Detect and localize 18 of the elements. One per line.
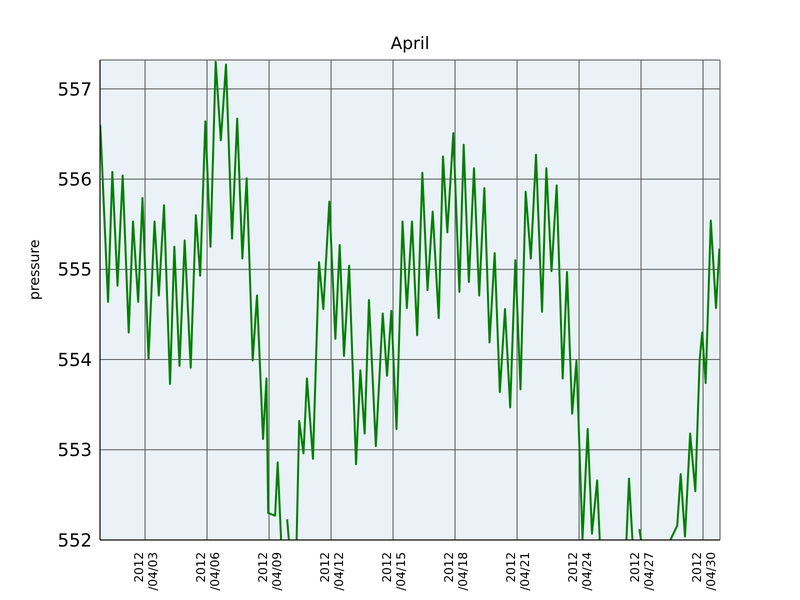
y-tick-label: 555: [58, 260, 92, 281]
y-tick-label: 556: [58, 169, 92, 190]
chart-title: April: [390, 34, 430, 54]
x-tick-label: 2012 /04/06: [194, 552, 222, 591]
y-tick-label: 552: [58, 530, 92, 552]
x-tick-label: 2012 /04/30: [690, 552, 718, 591]
x-tick-label: 2012 /04/18: [442, 552, 470, 591]
x-tick-label: 2012 /04/15: [380, 552, 408, 591]
x-tick-label: 2012 /04/03: [132, 552, 160, 591]
y-tick-label: 553: [58, 440, 92, 462]
x-tick-label: 2012 /04/27: [628, 552, 656, 591]
x-tick-label: 2012 /04/21: [504, 552, 532, 591]
y-tick-label: 554: [58, 350, 92, 371]
x-tick-label: 2012 /04/12: [318, 552, 346, 591]
y-tick-label: 557: [58, 79, 92, 100]
y-axis-title: pressure: [26, 240, 43, 300]
x-tick-label: 2012 /04/24: [566, 552, 594, 591]
x-tick-label: 2012 /04/09: [256, 552, 284, 591]
